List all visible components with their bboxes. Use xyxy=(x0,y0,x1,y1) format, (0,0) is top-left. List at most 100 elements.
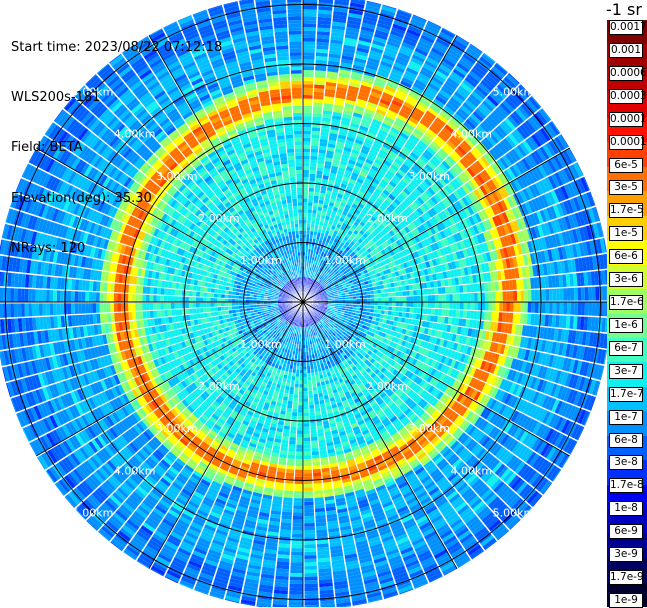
range-bin xyxy=(474,311,478,320)
range-bin xyxy=(421,302,425,308)
range-bin xyxy=(449,294,453,301)
range-bin xyxy=(406,291,410,296)
range-bin xyxy=(381,293,385,297)
range-bin xyxy=(303,163,310,167)
range-bin xyxy=(308,202,313,206)
range-bin xyxy=(303,156,310,160)
range-bin xyxy=(521,302,525,313)
range-bin xyxy=(303,116,312,120)
range-bin xyxy=(388,293,392,298)
range-bin xyxy=(435,302,439,309)
range-bin xyxy=(439,302,443,309)
range-bin xyxy=(567,302,571,315)
range-bin xyxy=(588,287,592,301)
range-bin xyxy=(431,288,435,295)
range-bin xyxy=(456,286,460,294)
range-bin xyxy=(510,291,514,301)
range-bin xyxy=(403,307,407,312)
range-bin xyxy=(311,142,319,146)
range-bin xyxy=(431,309,435,316)
range-bin xyxy=(464,302,468,310)
range-bin xyxy=(378,298,382,302)
range-bin xyxy=(303,13,317,17)
range-bin xyxy=(303,0,318,3)
range-bin xyxy=(424,289,428,295)
range-bin xyxy=(303,206,308,210)
range-bin xyxy=(399,302,403,307)
range-bin xyxy=(499,292,503,302)
range-bin xyxy=(485,302,489,311)
range-bin xyxy=(581,302,585,316)
range-bin xyxy=(542,302,546,314)
range-bin xyxy=(303,81,314,85)
range-bin xyxy=(303,209,308,213)
range-bin xyxy=(553,289,557,301)
range-bin xyxy=(428,302,432,308)
range-bin xyxy=(399,292,403,297)
range-bin xyxy=(309,192,315,196)
range-bin xyxy=(312,131,321,135)
range-bin xyxy=(510,302,514,312)
range-bin xyxy=(313,117,322,121)
range-bin xyxy=(453,302,457,310)
range-bin xyxy=(312,127,321,131)
range-bin xyxy=(538,290,542,302)
range-bin xyxy=(473,284,477,293)
range-bin xyxy=(567,288,571,301)
range-bin xyxy=(303,191,308,195)
range-bin xyxy=(503,291,507,301)
range-bin xyxy=(403,297,407,302)
range-bin xyxy=(402,286,406,291)
range-bin xyxy=(314,99,324,103)
range-bin xyxy=(463,285,467,293)
range-bin xyxy=(303,177,309,181)
range-bin xyxy=(414,302,418,308)
range-bin xyxy=(467,302,471,310)
range-bin xyxy=(592,287,596,301)
range-bin xyxy=(445,287,449,294)
range-bin xyxy=(545,289,549,301)
range-bin xyxy=(521,290,525,301)
range-bin xyxy=(303,199,308,203)
range-bin xyxy=(374,298,378,302)
range-bin xyxy=(303,216,307,220)
range-bin xyxy=(442,309,446,316)
range-bin xyxy=(303,188,309,192)
range-bin xyxy=(421,296,425,302)
range-bin xyxy=(303,63,315,67)
range-bin xyxy=(303,202,308,206)
range-bin xyxy=(595,287,599,301)
range-bin xyxy=(471,293,475,301)
range-bin xyxy=(470,311,474,320)
range-bin xyxy=(535,290,539,301)
range-bin xyxy=(517,291,521,302)
range-bin xyxy=(428,295,432,301)
range-bin xyxy=(460,302,464,310)
range-bin xyxy=(496,292,500,302)
range-bin xyxy=(303,31,316,35)
range-bin xyxy=(592,302,596,316)
range-bin xyxy=(560,288,564,301)
range-bin xyxy=(309,184,315,188)
range-bin xyxy=(308,199,313,203)
range-bin xyxy=(542,289,546,301)
range-bin xyxy=(311,145,319,149)
range-bin xyxy=(417,296,421,302)
range-bin xyxy=(470,284,474,293)
range-bin xyxy=(303,38,316,42)
range-bin xyxy=(574,288,578,301)
range-bin xyxy=(392,297,396,302)
range-bin xyxy=(303,106,313,110)
range-bin xyxy=(446,294,450,301)
range-bin xyxy=(303,41,316,45)
range-bin xyxy=(303,102,313,106)
range-bin xyxy=(406,296,410,301)
range-bin xyxy=(474,293,478,302)
range-bin xyxy=(485,292,489,301)
range-bin xyxy=(399,297,403,302)
range-bin xyxy=(367,299,371,302)
range-bin xyxy=(442,287,446,294)
range-bin xyxy=(578,287,582,301)
range-bin xyxy=(303,91,313,95)
range-bin xyxy=(424,302,428,308)
